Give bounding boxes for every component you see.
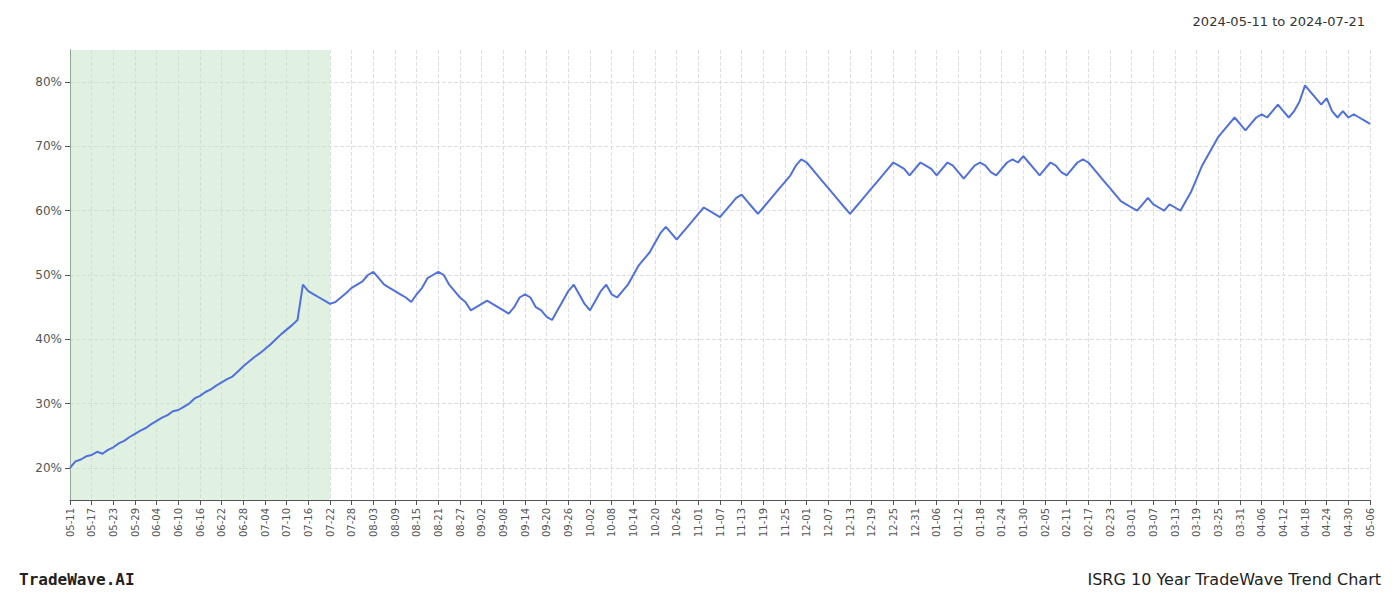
svg-text:12-01: 12-01 xyxy=(801,508,812,537)
svg-text:10-14: 10-14 xyxy=(628,508,639,537)
svg-text:03-01: 03-01 xyxy=(1126,508,1137,537)
svg-text:08-27: 08-27 xyxy=(455,508,466,537)
svg-text:50%: 50% xyxy=(35,268,62,282)
svg-text:11-07: 11-07 xyxy=(715,508,726,537)
svg-text:04-06: 04-06 xyxy=(1256,508,1267,537)
svg-text:06-22: 06-22 xyxy=(216,508,227,537)
svg-text:08-09: 08-09 xyxy=(390,508,401,537)
svg-text:60%: 60% xyxy=(35,204,62,218)
svg-text:05-29: 05-29 xyxy=(130,508,141,537)
svg-text:01-30: 01-30 xyxy=(1018,508,1029,537)
svg-text:12-31: 12-31 xyxy=(910,508,921,537)
svg-text:05-11: 05-11 xyxy=(65,508,76,537)
svg-text:01-24: 01-24 xyxy=(996,508,1007,537)
svg-text:09-02: 09-02 xyxy=(476,508,487,537)
svg-text:12-13: 12-13 xyxy=(845,508,856,537)
svg-text:20%: 20% xyxy=(35,461,62,475)
svg-text:40%: 40% xyxy=(35,332,62,346)
svg-text:11-19: 11-19 xyxy=(758,508,769,537)
svg-text:04-24: 04-24 xyxy=(1321,508,1332,537)
svg-text:30%: 30% xyxy=(35,397,62,411)
svg-text:02-17: 02-17 xyxy=(1083,508,1094,537)
svg-text:10-26: 10-26 xyxy=(671,508,682,537)
svg-text:08-03: 08-03 xyxy=(368,508,379,537)
svg-text:03-07: 03-07 xyxy=(1148,508,1159,537)
svg-text:02-23: 02-23 xyxy=(1105,508,1116,537)
svg-text:80%: 80% xyxy=(35,75,62,89)
svg-text:01-12: 01-12 xyxy=(953,508,964,537)
svg-text:12-25: 12-25 xyxy=(888,508,899,537)
svg-text:09-08: 09-08 xyxy=(498,508,509,537)
svg-text:07-10: 07-10 xyxy=(281,508,292,537)
svg-text:70%: 70% xyxy=(35,139,62,153)
svg-text:04-30: 04-30 xyxy=(1343,508,1354,537)
svg-text:TradeWave.AI: TradeWave.AI xyxy=(19,570,135,589)
svg-text:11-13: 11-13 xyxy=(736,508,747,537)
svg-text:03-25: 03-25 xyxy=(1213,508,1224,537)
svg-text:01-18: 01-18 xyxy=(975,508,986,537)
svg-text:09-26: 09-26 xyxy=(563,508,574,537)
svg-text:07-16: 07-16 xyxy=(303,508,314,537)
svg-text:09-14: 09-14 xyxy=(520,508,531,537)
svg-text:02-05: 02-05 xyxy=(1040,508,1051,537)
svg-text:ISRG 10 Year TradeWave Trend C: ISRG 10 Year TradeWave Trend Chart xyxy=(1087,570,1381,589)
svg-text:11-01: 11-01 xyxy=(693,508,704,537)
svg-text:07-04: 07-04 xyxy=(260,508,271,537)
svg-text:03-19: 03-19 xyxy=(1191,508,1202,537)
svg-text:08-21: 08-21 xyxy=(433,508,444,537)
svg-text:07-28: 07-28 xyxy=(346,508,357,537)
svg-text:12-07: 12-07 xyxy=(823,508,834,537)
svg-text:10-20: 10-20 xyxy=(650,508,661,537)
svg-text:03-13: 03-13 xyxy=(1170,508,1181,537)
svg-text:09-20: 09-20 xyxy=(541,508,552,537)
svg-text:04-12: 04-12 xyxy=(1278,508,1289,537)
svg-text:10-02: 10-02 xyxy=(585,508,596,537)
svg-text:08-15: 08-15 xyxy=(411,508,422,537)
svg-text:07-22: 07-22 xyxy=(325,508,336,537)
svg-text:05-06: 05-06 xyxy=(1365,508,1376,537)
svg-text:02-11: 02-11 xyxy=(1061,508,1072,537)
svg-text:03-31: 03-31 xyxy=(1235,508,1246,537)
svg-text:12-19: 12-19 xyxy=(866,508,877,537)
svg-text:04-18: 04-18 xyxy=(1300,508,1311,537)
svg-text:10-08: 10-08 xyxy=(606,508,617,537)
svg-text:06-28: 06-28 xyxy=(238,508,249,537)
svg-text:06-04: 06-04 xyxy=(151,508,162,537)
svg-text:01-06: 01-06 xyxy=(931,508,942,537)
svg-text:2024-05-11 to 2024-07-21: 2024-05-11 to 2024-07-21 xyxy=(1193,14,1365,29)
svg-text:11-25: 11-25 xyxy=(780,508,791,537)
svg-text:05-23: 05-23 xyxy=(108,508,119,537)
svg-text:06-10: 06-10 xyxy=(173,508,184,537)
svg-text:06-16: 06-16 xyxy=(195,508,206,537)
svg-text:05-17: 05-17 xyxy=(86,508,97,537)
